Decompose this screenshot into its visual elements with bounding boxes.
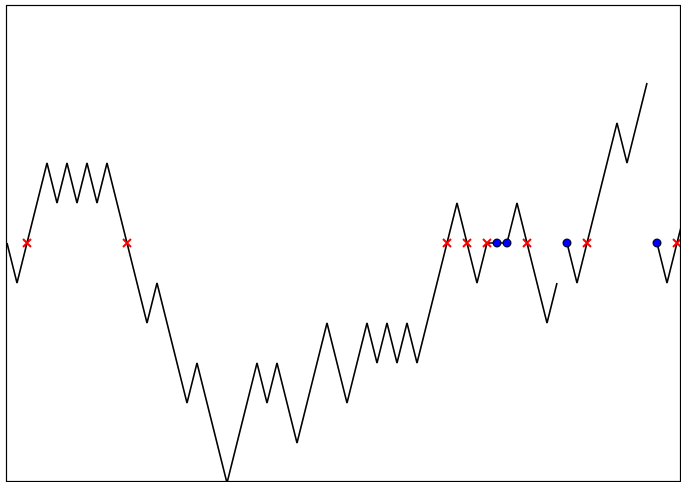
series-line-segment xyxy=(656,223,681,284)
circle-marker xyxy=(492,238,502,248)
circle-marker xyxy=(652,238,662,248)
cross-markers xyxy=(22,238,681,248)
cross-marker xyxy=(442,238,452,248)
cross-marker xyxy=(672,238,681,248)
cross-marker xyxy=(122,238,132,248)
circle-marker xyxy=(502,238,512,248)
plot-frame xyxy=(5,4,681,482)
cross-marker xyxy=(582,238,592,248)
cross-marker xyxy=(22,238,32,248)
cross-marker xyxy=(462,238,472,248)
series-lines xyxy=(6,82,681,482)
cross-marker xyxy=(522,238,532,248)
circle-marker xyxy=(562,238,572,248)
circle-markers xyxy=(492,238,662,248)
series-line-segment xyxy=(566,82,648,284)
cross-marker xyxy=(482,238,492,248)
series-line-segment xyxy=(6,162,558,482)
